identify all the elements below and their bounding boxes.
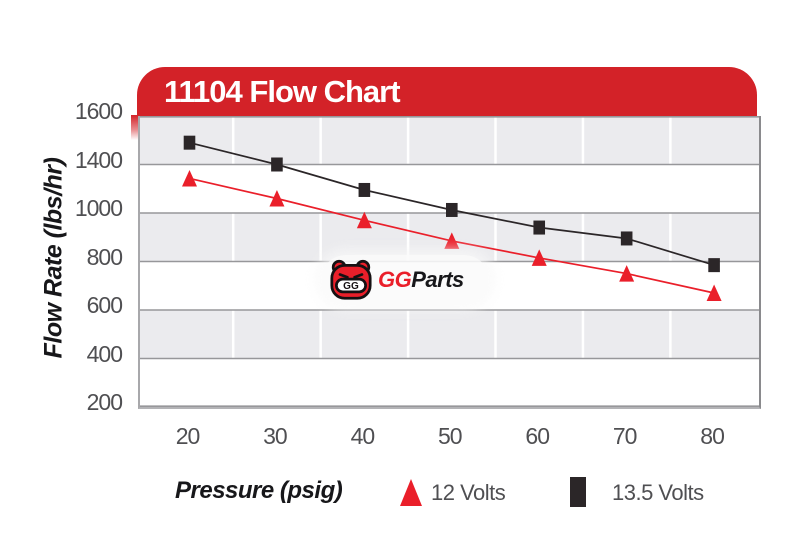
marker-square	[271, 157, 283, 172]
legend-triangle-icon	[400, 479, 422, 506]
y-tick-label: 200	[86, 389, 123, 415]
marker-square	[620, 231, 633, 246]
plot-band	[140, 358, 759, 407]
legend-square-icon	[570, 477, 586, 507]
title-banner: 11104 Flow Chart	[137, 67, 757, 116]
x-tick-label: 80	[700, 423, 725, 449]
x-tick-label: 40	[350, 423, 376, 449]
x-tick-label: 20	[175, 423, 201, 449]
x-tick-label: 30	[263, 423, 288, 449]
y-tick-label: 400	[86, 340, 123, 367]
marker-triangle	[531, 249, 547, 266]
marker-triangle	[269, 189, 285, 207]
ggparts-mascot-icon: GG	[330, 259, 372, 300]
marker-triangle	[182, 169, 197, 187]
marker-triangle	[356, 211, 372, 229]
watermark-brand-prefix: GG	[378, 266, 412, 292]
x-tick-label: 60	[525, 423, 550, 449]
marker-square	[533, 220, 546, 235]
marker-square	[708, 258, 720, 273]
y-tick-label: 1600	[74, 98, 123, 124]
marker-square	[183, 135, 196, 150]
marker-triangle	[619, 265, 635, 282]
watermark-brand-text: GGParts	[378, 267, 464, 293]
marker-triangle	[706, 284, 722, 302]
x-tick-label: 50	[438, 423, 463, 449]
plot-band	[140, 310, 759, 359]
legend-12-volts-label: 12 Volts	[431, 480, 506, 505]
y-tick-label: 600	[86, 292, 123, 318]
svg-text:GG: GG	[343, 281, 359, 292]
marker-square	[445, 202, 458, 217]
chart-title: 11104 Flow Chart	[164, 74, 401, 109]
x-axis-title: Pressure (psig)	[175, 477, 343, 504]
banner-left-tail	[131, 115, 138, 140]
legend-13-5-volts-label: 13.5 Volts	[612, 480, 704, 505]
plot-band	[140, 213, 759, 262]
y-tick-label: 1000	[74, 195, 123, 221]
watermark-brand-suffix: Parts	[411, 266, 464, 292]
y-tick-label: 800	[86, 243, 123, 270]
watermark-pill: GG GGParts	[321, 255, 489, 304]
marker-square	[358, 182, 371, 197]
x-tick-label: 70	[612, 423, 638, 449]
y-tick-label: 1400	[74, 146, 123, 173]
marker-triangle	[444, 232, 460, 249]
